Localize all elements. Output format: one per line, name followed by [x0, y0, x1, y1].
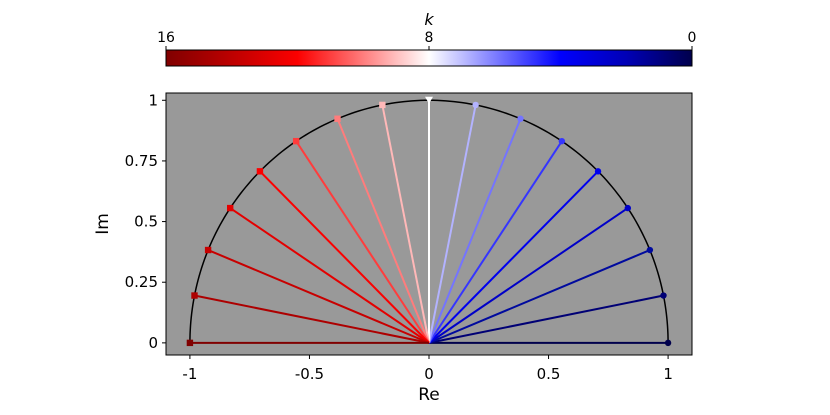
x-tick-label: 0	[424, 365, 434, 383]
marker-k-5	[558, 137, 566, 145]
x-tick-label: -1	[182, 365, 197, 383]
y-tick-label: 0.75	[125, 152, 158, 170]
marker-k-1	[660, 292, 667, 299]
y-tick-label: 1	[148, 91, 158, 109]
ray-k-7	[428, 104, 477, 344]
colorbar-tick-label-0: 0	[688, 30, 697, 46]
colorbar-label: k	[424, 10, 434, 29]
ray-k-13	[229, 207, 430, 344]
marker-k-10	[334, 115, 341, 122]
marker-k-13	[226, 204, 234, 212]
marker-k-6	[517, 115, 524, 122]
marker-k-16	[186, 339, 194, 347]
plot-area: -1 -0.5 0 0.5 1 0 0.25 0.5 0.75 1 Re Im	[93, 91, 693, 405]
marker-k-9	[379, 101, 386, 109]
marker-k-2	[646, 246, 654, 254]
marker-k-7	[472, 101, 479, 109]
marker-k-11	[292, 137, 300, 145]
ray-k-3	[428, 207, 629, 344]
ray-k-5	[428, 140, 563, 344]
x-tick-label: 0.5	[537, 365, 561, 383]
y-tick-label: 0.25	[125, 273, 158, 291]
markers-layer	[186, 96, 672, 347]
ray-k-12	[259, 170, 430, 344]
y-axis-label: Im	[93, 213, 113, 235]
rays-layer	[189, 100, 669, 344]
marker-k-12	[256, 168, 264, 175]
ray-k-4	[428, 170, 599, 344]
ray-k-11	[295, 140, 430, 344]
y-tick-label: 0	[148, 334, 158, 352]
ray-k-1	[428, 294, 664, 344]
ray-k-9	[381, 104, 430, 344]
x-axis-ticks: -1 -0.5 0 0.5 1	[182, 355, 673, 383]
ray-k-14	[207, 249, 430, 344]
marker-k-15	[191, 292, 198, 299]
colorbar-gradient	[165, 49, 693, 67]
ray-k-15	[194, 294, 430, 344]
colorbar: k 16 8 0	[157, 10, 697, 67]
marker-k-8	[425, 96, 433, 104]
x-axis-label: Re	[418, 385, 440, 405]
x-tick-label: -0.5	[295, 365, 324, 383]
y-axis-ticks: 0 0.25 0.5 0.75 1	[125, 91, 166, 352]
colorbar-tick-label-8: 8	[425, 30, 434, 46]
ray-k-6	[428, 118, 522, 344]
ray-k-10	[336, 118, 430, 344]
marker-k-14	[204, 246, 212, 254]
marker-k-0	[664, 339, 672, 347]
ray-k-2	[428, 249, 651, 344]
marker-k-4	[594, 168, 602, 175]
colorbar-tick-label-16: 16	[157, 30, 175, 46]
marker-k-3	[624, 204, 632, 212]
y-tick-label: 0.5	[134, 213, 158, 231]
x-tick-label: 1	[663, 365, 673, 383]
